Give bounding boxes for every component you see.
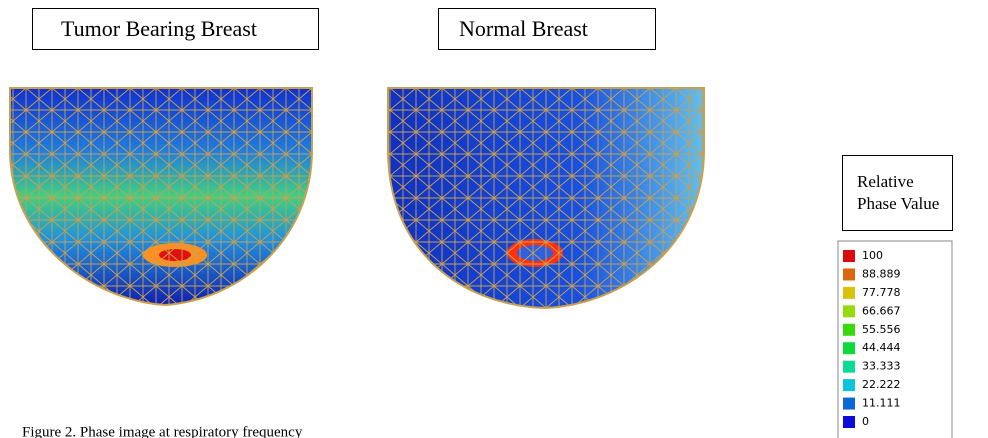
page: Tumor Bearing Breast Normal Breast Relat… — [0, 0, 988, 438]
figure: 100 88.889 77.778 66.667 55.556 44.444 33.333 2… — [0, 0, 988, 438]
colorbar-tick-label: 11.111 — [862, 397, 901, 410]
colorbar-tick-label: 77.778 — [862, 286, 901, 299]
colorbar-tick-label: 100 — [862, 249, 883, 262]
colorbar-tick-label: 55.556 — [862, 323, 901, 336]
colorbar-swatch — [843, 379, 855, 391]
normal-breast-image — [388, 88, 704, 308]
colorbar-swatch — [843, 416, 855, 428]
tumor-breast-image — [10, 88, 312, 305]
colorbar-tick-label: 88.889 — [862, 267, 901, 280]
colorbar-tick-label: 44.444 — [862, 341, 901, 354]
colorbar-tick-label: 66.667 — [862, 304, 901, 317]
colorbar-swatch — [843, 287, 855, 299]
colorbar-swatch — [843, 250, 855, 262]
colorbar-swatch — [843, 361, 855, 373]
colorbar-swatch — [843, 342, 855, 354]
colorbar-tick-label: 0 — [862, 415, 869, 428]
colorbar-swatch — [843, 398, 855, 410]
colorbar-tick-label: 22.222 — [862, 378, 901, 391]
colorbar-swatch — [843, 305, 855, 317]
colorbar-swatch — [843, 324, 855, 336]
caption: Figure 2. Phase image at respiratory fre… — [22, 424, 303, 438]
colorbar-swatch — [843, 268, 855, 280]
colorbar-tick-label: 33.333 — [862, 360, 901, 373]
